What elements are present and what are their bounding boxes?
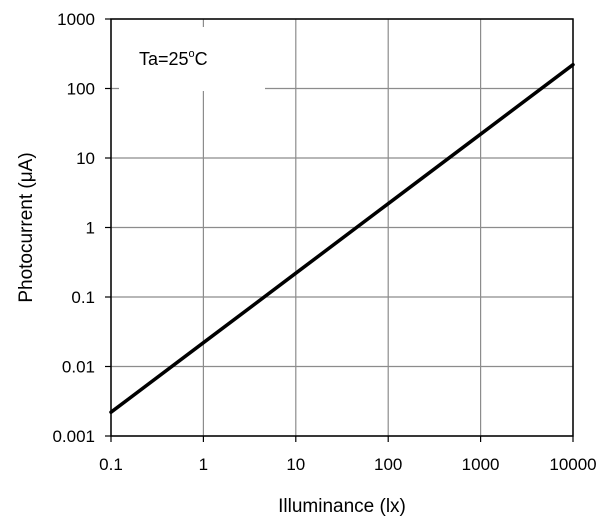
annotation-superscript: o [189, 48, 195, 60]
x-tick-label: 1000 [462, 455, 500, 474]
annotation-prefix: Ta=25 [139, 49, 189, 69]
x-tick-label: 100 [374, 455, 402, 474]
y-tick-label: 0.01 [62, 358, 95, 377]
y-tick-label: 10 [76, 149, 95, 168]
series-line [109, 62, 575, 414]
x-tick-label: 10 [286, 455, 305, 474]
x-axis-label: Illuminance (lx) [278, 496, 406, 517]
series-layer [109, 62, 575, 414]
y-tick-label: 1000 [57, 10, 95, 29]
x-tick-label: 0.1 [99, 455, 123, 474]
y-axis-label: Photocurrent (μA) [16, 152, 37, 302]
annotation-box [119, 27, 265, 91]
x-tick-label: 10000 [549, 455, 596, 474]
y-tick-label: 0.1 [71, 288, 95, 307]
y-axis-ticks: 0.001 0.01 0.1 1 10 100 1000 [52, 10, 111, 446]
annotation-text: Ta=25oC [139, 48, 208, 69]
y-tick-label: 100 [67, 80, 95, 99]
annotation-suffix: C [195, 49, 208, 69]
y-tick-label: 0.001 [52, 427, 95, 446]
y-tick-label: 1 [86, 219, 95, 238]
x-axis-ticks: 0.1 1 10 100 1000 10000 [99, 436, 597, 474]
x-tick-label: 1 [199, 455, 208, 474]
